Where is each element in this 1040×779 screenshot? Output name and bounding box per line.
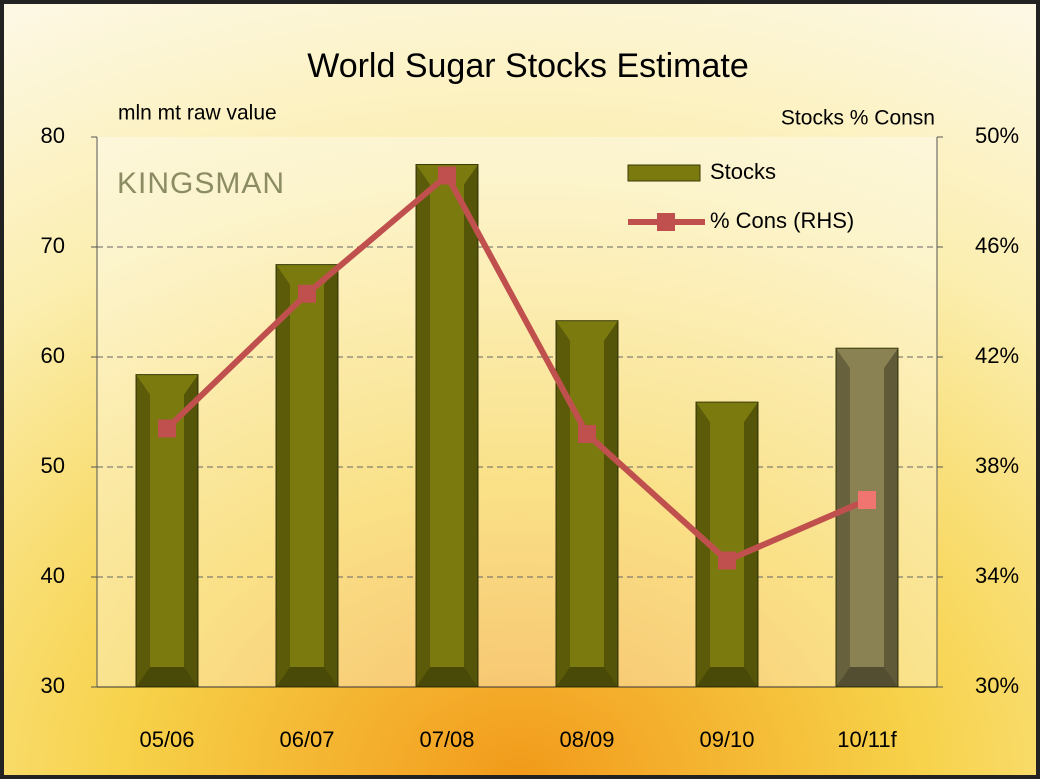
y-tick-label: 30 [41, 673, 65, 698]
bar [275, 264, 339, 688]
x-tick-label: 08/09 [559, 727, 614, 752]
y2-tick-label: 38% [975, 453, 1019, 478]
bar-bevel [464, 164, 478, 687]
bar-bevel [416, 667, 478, 687]
line-marker [298, 284, 316, 303]
y-tick-label: 80 [41, 123, 65, 148]
legend-swatch [657, 213, 675, 231]
y-axis-label: mln mt raw value [118, 102, 277, 125]
x-tick-label: 06/07 [279, 727, 334, 752]
line [164, 172, 869, 564]
y2-tick-label: 30% [975, 673, 1019, 698]
y2-tick-label: 50% [975, 123, 1019, 148]
bar-bevel [276, 667, 338, 687]
line-marker [858, 491, 876, 509]
bar-bevel [556, 667, 618, 687]
bar-bevel [136, 374, 150, 687]
bar [835, 347, 899, 688]
x-tick-label: 09/10 [699, 727, 754, 752]
y2-axis-label: Stocks % Consn [781, 107, 935, 130]
bar-bevel [696, 667, 758, 687]
legend-label: % Cons (RHS) [710, 208, 854, 233]
line-marker [718, 551, 736, 570]
bar-bevel [416, 164, 430, 687]
legend-swatch [627, 164, 701, 182]
line-marker [158, 419, 176, 438]
logo: KINGSMAN [117, 167, 285, 200]
bar-bevel [884, 348, 898, 687]
bar-bevel [276, 264, 290, 687]
bar-bevel [604, 320, 618, 687]
legend-label: Stocks [710, 159, 776, 184]
chart-title: World Sugar Stocks Estimate [307, 47, 749, 85]
y-tick-label: 50 [41, 453, 65, 478]
x-tick-label: 05/06 [139, 727, 194, 752]
bar-bevel [744, 402, 758, 687]
x-tick-label: 07/08 [419, 727, 474, 752]
y-tick-label: 60 [41, 343, 65, 368]
bar [555, 320, 619, 688]
bar-bevel [836, 348, 850, 687]
bar-bevel [324, 264, 338, 687]
y2-tick-label: 46% [975, 233, 1019, 258]
y-tick-label: 40 [41, 563, 65, 588]
y2-tick-label: 34% [975, 563, 1019, 588]
line-marker [438, 166, 456, 185]
line-marker [578, 425, 596, 443]
plot-area [97, 137, 937, 687]
bar-bevel [184, 374, 198, 687]
bar-bevel [696, 402, 710, 687]
x-tick-label: 10/11f [837, 727, 897, 752]
bar [415, 164, 479, 688]
y-tick-label: 70 [41, 233, 65, 258]
bar-bevel [836, 667, 898, 687]
y2-tick-label: 42% [975, 343, 1019, 368]
bar-bevel [556, 320, 570, 687]
bar-bevel [136, 667, 198, 687]
